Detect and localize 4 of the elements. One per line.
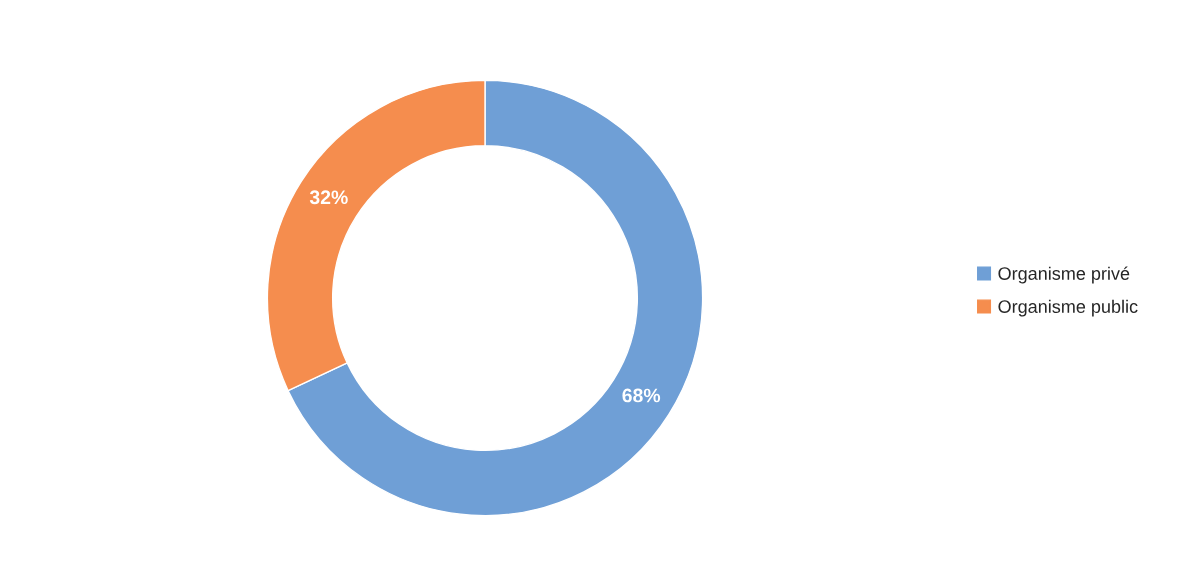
data-label: 68%: [622, 388, 661, 403]
legend-label: Organisme privé: [998, 266, 1130, 284]
data-label: 32%: [309, 190, 348, 205]
legend-label: Organisme public: [998, 299, 1138, 317]
